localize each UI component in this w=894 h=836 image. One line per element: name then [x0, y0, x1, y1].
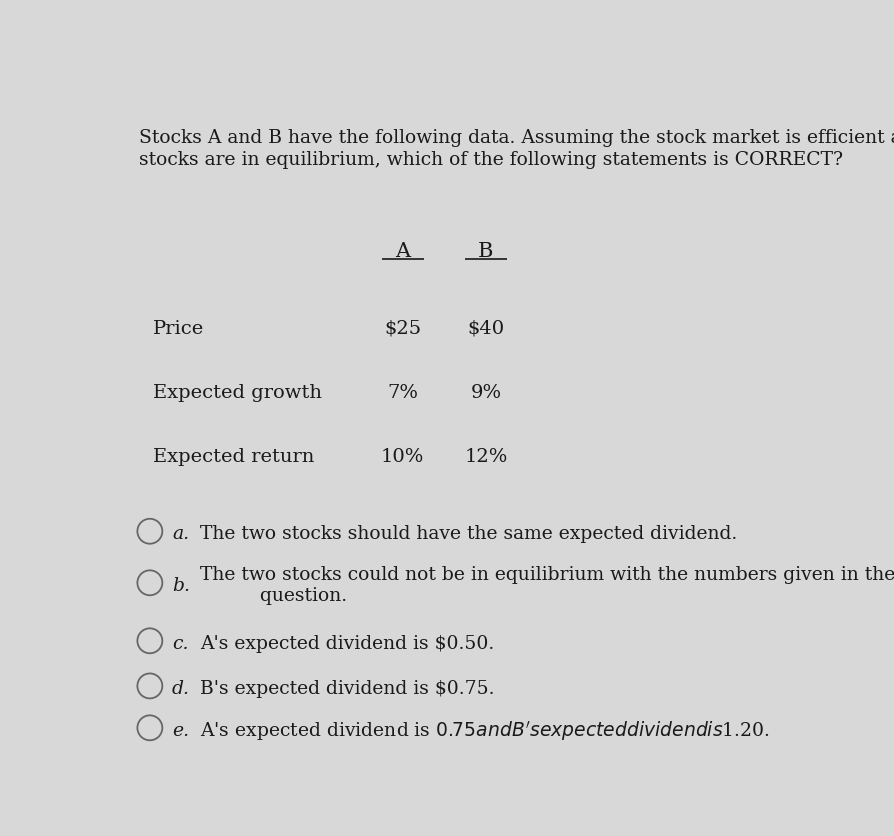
Text: The two stocks could not be in equilibrium with the numbers given in the
       : The two stocks could not be in equilibri… [199, 566, 894, 604]
Text: 10%: 10% [381, 448, 425, 466]
Text: A's expected dividend is $0.75 and B's expected dividend is $1.20.: A's expected dividend is $0.75 and B's e… [199, 718, 769, 742]
Text: A's expected dividend is $0.50.: A's expected dividend is $0.50. [199, 634, 494, 652]
Text: The two stocks should have the same expected dividend.: The two stocks should have the same expe… [199, 524, 737, 543]
Text: $25: $25 [384, 319, 421, 337]
Text: B's expected dividend is $0.75.: B's expected dividend is $0.75. [199, 679, 494, 697]
Text: d.: d. [172, 679, 190, 697]
Text: Price: Price [154, 319, 205, 337]
Text: c.: c. [172, 634, 189, 652]
Text: 12%: 12% [464, 448, 508, 466]
Text: stocks are in equilibrium, which of the following statements is CORRECT?: stocks are in equilibrium, which of the … [139, 150, 843, 169]
Text: A: A [395, 242, 410, 261]
Text: Stocks A and B have the following data. Assuming the stock market is efficient a: Stocks A and B have the following data. … [139, 130, 894, 147]
Text: 9%: 9% [470, 384, 502, 401]
Text: $40: $40 [468, 319, 504, 337]
Text: a.: a. [172, 524, 190, 543]
Text: e.: e. [172, 721, 190, 739]
Text: 7%: 7% [387, 384, 418, 401]
Text: Expected growth: Expected growth [154, 384, 323, 401]
Text: b.: b. [172, 576, 190, 594]
Text: B: B [478, 242, 493, 261]
Text: Expected return: Expected return [154, 448, 315, 466]
